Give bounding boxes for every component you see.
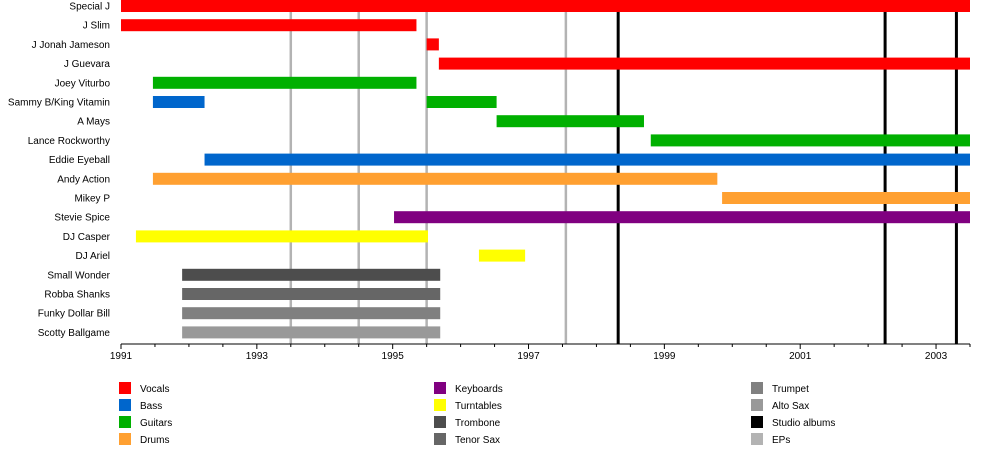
member-bar — [152, 76, 417, 89]
member-bar — [426, 38, 439, 51]
legend-label: Alto Sax — [772, 401, 809, 412]
legend-swatch — [119, 433, 131, 445]
legend-swatch — [434, 382, 446, 394]
legend-label: Keyboards — [455, 384, 503, 395]
legend-swatch — [434, 399, 446, 411]
member-label: DJ Casper — [63, 232, 111, 243]
member-label: Andy Action — [57, 174, 110, 185]
legend-label: Trombone — [455, 418, 501, 429]
legend-label: Tenor Sax — [455, 435, 500, 446]
legend-label: Guitars — [140, 418, 172, 429]
member-bar — [152, 172, 718, 185]
x-tick-label: 2001 — [789, 351, 812, 362]
member-bar — [152, 96, 205, 108]
x-tick-label: 1999 — [653, 351, 676, 362]
legend-label: Turntables — [455, 401, 502, 412]
member-labels: Special J J Slim J Jonah Jameson J Guevara J… — [8, 2, 111, 339]
member-label: Funky Dollar Bill — [38, 309, 110, 320]
event-lines — [289, 0, 958, 344]
legend: Vocals Bass Guitars Drums Keyboards Turntable… — [119, 382, 835, 446]
member-bar — [722, 192, 970, 204]
legend-swatch — [434, 433, 446, 445]
x-tick-label: 1991 — [110, 351, 133, 362]
x-tick-label: 2003 — [925, 351, 948, 362]
legend-label: EPs — [772, 435, 790, 446]
member-bar — [650, 134, 970, 147]
member-label: Eddie Eyeball — [49, 155, 110, 166]
x-tick-label: 1993 — [246, 351, 269, 362]
x-tick-label: 1997 — [517, 351, 540, 362]
legend-label: Studio albums — [772, 418, 835, 429]
member-bar — [135, 230, 428, 243]
member-bar — [182, 326, 441, 339]
legend-swatch — [751, 399, 763, 411]
member-label: A Mays — [77, 117, 110, 128]
member-bar — [204, 153, 970, 166]
member-bar — [496, 115, 644, 128]
legend-label: Vocals — [140, 384, 169, 395]
member-bar — [121, 19, 417, 32]
member-bar — [121, 0, 970, 12]
legend-swatch — [751, 433, 763, 445]
member-bar — [478, 249, 526, 262]
legend-swatch — [119, 416, 131, 428]
member-label: J Guevara — [64, 59, 111, 70]
member-label: J Jonah Jameson — [32, 40, 110, 51]
member-label: J Slim — [83, 21, 110, 32]
member-bar — [394, 211, 970, 224]
member-label: Special J — [69, 2, 110, 13]
member-label: Scotty Ballgame — [38, 328, 111, 339]
member-label: Small Wonder — [47, 270, 110, 281]
legend-label: Trumpet — [772, 384, 809, 395]
x-tick-label: 1995 — [382, 351, 405, 362]
member-label: DJ Ariel — [76, 251, 110, 262]
member-bar — [182, 288, 441, 300]
member-bars — [121, 0, 970, 339]
member-bar — [182, 268, 441, 281]
member-label: Joey Viturbo — [55, 78, 111, 89]
member-label: Stevie Spice — [54, 213, 110, 224]
member-bar — [438, 57, 970, 70]
legend-swatch — [751, 382, 763, 394]
legend-swatch — [434, 416, 446, 428]
member-bar — [182, 307, 441, 320]
member-label: Robba Shanks — [44, 290, 110, 301]
member-label: Sammy B/King Vitamin — [8, 98, 110, 109]
member-label: Mikey P — [74, 194, 110, 205]
legend-label: Bass — [140, 401, 162, 412]
legend-label: Drums — [140, 435, 169, 446]
legend-swatch — [751, 416, 763, 428]
member-bar — [426, 96, 497, 108]
legend-swatch — [119, 382, 131, 394]
x-axis: 1991 1993 1995 1997 1999 2001 2003 — [110, 343, 971, 362]
member-label: Lance Rockworthy — [28, 136, 110, 147]
legend-swatch — [119, 399, 131, 411]
